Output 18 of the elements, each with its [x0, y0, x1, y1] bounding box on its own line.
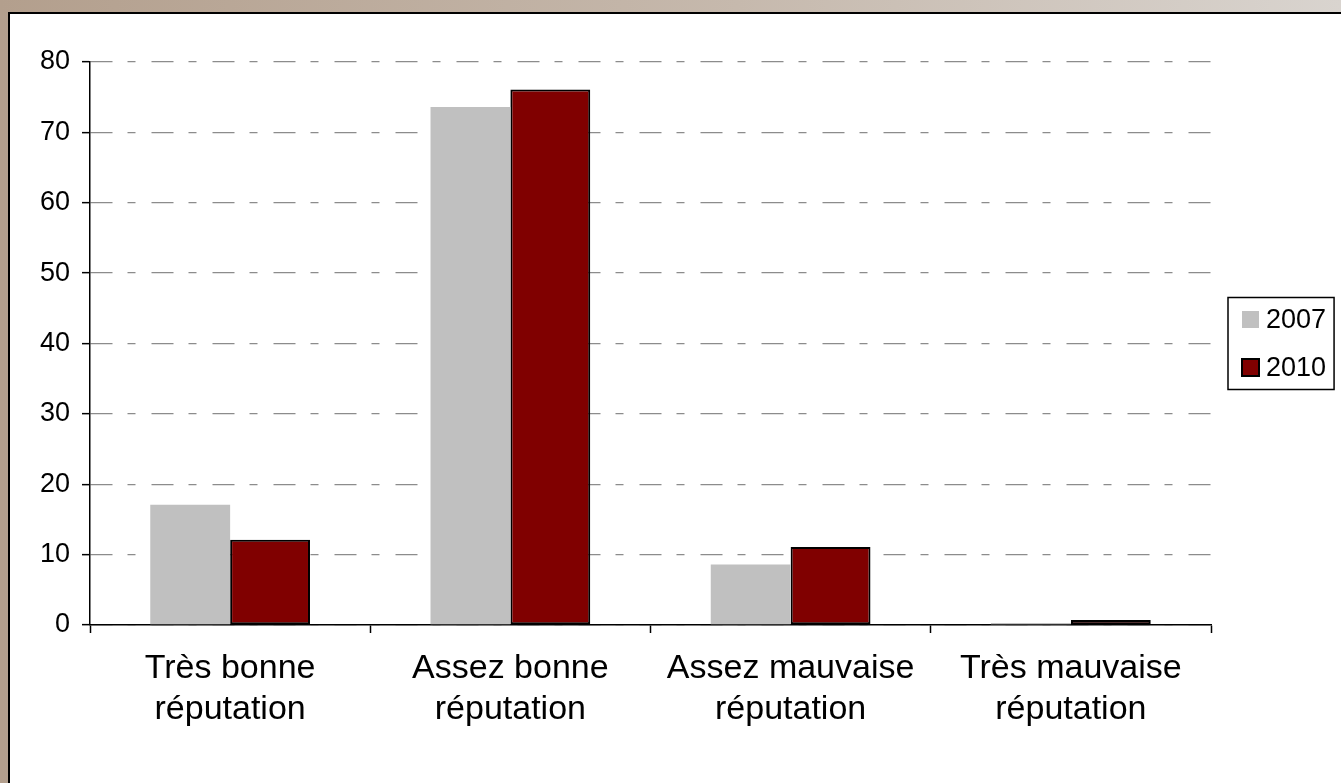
- y-tick-label: 60: [39, 186, 70, 217]
- bar: [150, 504, 231, 625]
- x-tick-label: Assez bonne réputation: [412, 647, 609, 726]
- x-tick-label: Très bonne réputation: [144, 647, 316, 726]
- y-tick-label: 70: [39, 115, 70, 146]
- y-tick-label: 20: [39, 467, 70, 498]
- bar: [430, 107, 511, 625]
- y-tick-label: 10: [39, 538, 70, 569]
- x-tick-label: Assez mauvaise réputation: [666, 647, 915, 726]
- y-tick-label: 40: [39, 326, 70, 357]
- y-tick-label: 30: [39, 397, 70, 428]
- y-tick-label: 0: [54, 608, 70, 639]
- y-tick-label: 50: [39, 256, 70, 287]
- x-tick-label: Très mauvaise réputation: [960, 647, 1182, 726]
- legend-label: 2007: [1266, 303, 1327, 334]
- legend-label: 2010: [1266, 351, 1327, 382]
- y-tick-label: 80: [39, 45, 70, 76]
- bar: [710, 564, 791, 625]
